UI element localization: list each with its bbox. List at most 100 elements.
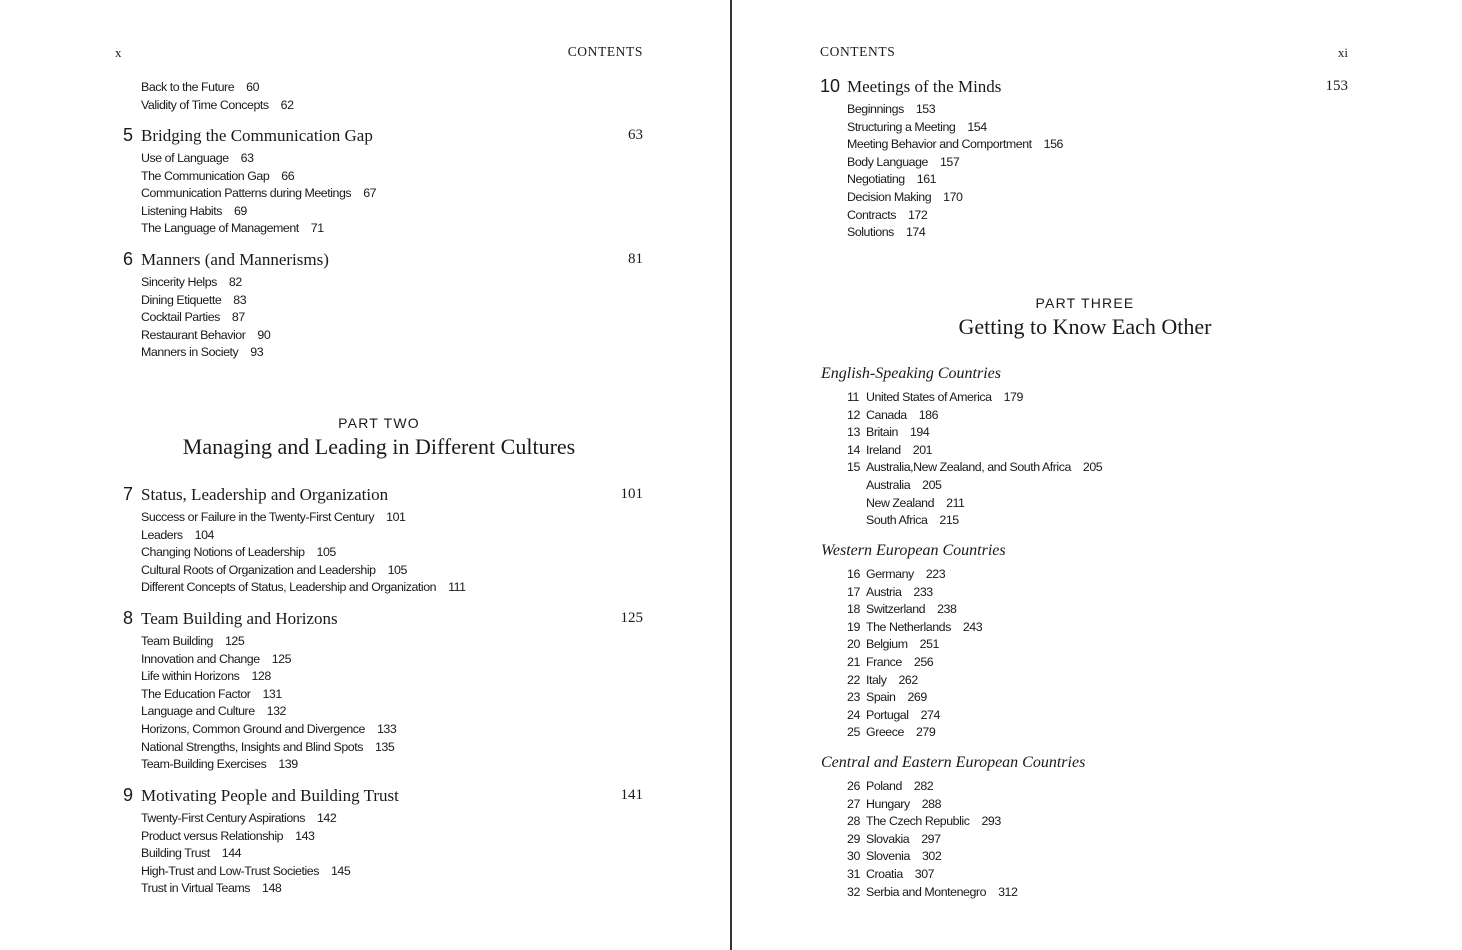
chapter-page: 125 xyxy=(620,610,644,626)
entry-page: 101 xyxy=(386,510,406,524)
country-entry: 31 Croatia 307 xyxy=(847,866,935,884)
entry-number: 29 xyxy=(847,831,860,846)
entry-title: Communication Patterns during Meetings xyxy=(141,186,352,201)
entry-number: 19 xyxy=(847,619,860,634)
entry-number: 20 xyxy=(847,637,860,652)
entry-title: Cocktail Parties xyxy=(141,310,220,325)
entry-page: 153 xyxy=(915,102,936,116)
entry-title: Switzerland xyxy=(866,602,926,617)
entry-number: 16 xyxy=(847,567,860,581)
entry-page: 251 xyxy=(919,637,940,652)
entry-title: Germany xyxy=(866,567,914,581)
entry-title: Croatia xyxy=(866,867,903,881)
entry-page: 157 xyxy=(939,154,960,169)
entry-number: 15 xyxy=(847,460,860,475)
toc-entry: Use of Language 63 xyxy=(141,150,254,168)
toc-entry: Restaurant Behavior 90 xyxy=(141,327,271,345)
entry-page: 67 xyxy=(363,186,377,201)
entry-title: The Netherlands xyxy=(866,619,951,634)
entry-page: 156 xyxy=(1043,137,1064,152)
entry-number: 26 xyxy=(847,779,860,793)
toc-entry: Leaders 104 xyxy=(141,527,214,545)
entry-title: Greece xyxy=(866,725,904,740)
entry-title: Dining Etiquette xyxy=(141,292,222,307)
country-entry: 20 Belgium 251 xyxy=(847,636,939,654)
entry-title: Innovation and Change xyxy=(141,651,260,666)
entry-title: The Czech Republic xyxy=(866,814,970,829)
entry-title: New Zealand xyxy=(866,495,935,510)
entry-number: 22 xyxy=(847,672,860,687)
right-page: CONTENTS xi 10 Meetings of the Minds 153 Begi… xyxy=(732,0,1462,950)
toc-entry: Body Language 157 xyxy=(847,154,960,172)
entry-title: Manners in Society xyxy=(141,345,239,360)
entry-title: Horizons, Common Ground and Divergence xyxy=(141,722,365,736)
page-gutter-divider xyxy=(730,0,732,950)
entry-number: 25 xyxy=(847,725,860,740)
entry-page: 63 xyxy=(240,151,254,165)
toc-entry: Back to the Future 60 xyxy=(141,79,259,97)
country-entry: 32 Serbia and Montenegro 312 xyxy=(847,884,1018,902)
chapter-number: 5 xyxy=(123,125,134,145)
entry-page: 194 xyxy=(909,425,930,440)
toc-entry: Changing Notions of Leadership 105 xyxy=(141,544,336,562)
entry-page: 211 xyxy=(946,495,965,510)
entry-page: 148 xyxy=(262,881,282,896)
chapter-number: 7 xyxy=(123,484,134,504)
entry-number: 23 xyxy=(847,690,860,705)
toc-entry: Dining Etiquette 83 xyxy=(141,292,247,310)
entry-title: Slovenia xyxy=(866,849,910,864)
toc-entry: The Education Factor 131 xyxy=(141,686,282,704)
toc-entry: Life within Horizons 128 xyxy=(141,668,271,686)
toc-entry: Contracts 172 xyxy=(847,207,928,225)
entry-title: Team Building xyxy=(141,634,213,648)
entry-title: The Communication Gap xyxy=(141,168,270,183)
entry-page: 139 xyxy=(278,757,298,772)
entry-page: 135 xyxy=(374,739,395,754)
entry-title: Sincerity Helps xyxy=(141,275,217,289)
toc-entry: Beginnings 153 xyxy=(847,101,936,119)
running-head: CONTENTS xyxy=(820,44,896,59)
entry-number: 21 xyxy=(847,655,860,669)
entry-page: 307 xyxy=(914,867,935,881)
toc-entry: Communication Patterns during Meetings 67 xyxy=(141,185,377,203)
toc-entry: Twenty-First Century Aspirations 142 xyxy=(141,810,337,828)
chapter-page: 153 xyxy=(1325,78,1349,94)
country-entry: 26 Poland 282 xyxy=(847,778,934,796)
country-entry: 28 The Czech Republic 293 xyxy=(847,813,1001,831)
entry-title: Spain xyxy=(866,690,896,705)
toc-entry: Solutions 174 xyxy=(847,224,926,242)
entry-title: The Language of Management xyxy=(141,221,299,236)
entry-page: 274 xyxy=(920,707,941,722)
toc-entry: Different Concepts of Status, Leadership… xyxy=(141,579,466,597)
country-entry: 17 Austria 233 xyxy=(847,584,933,602)
entry-page: 125 xyxy=(224,634,245,648)
country-entry: 25 Greece 279 xyxy=(847,724,936,742)
entry-number: 13 xyxy=(847,425,860,440)
country-entry: 29 Slovakia 297 xyxy=(847,831,941,849)
entry-title: Language and Culture xyxy=(141,704,255,719)
entry-page: 201 xyxy=(912,442,933,457)
entry-title: National Strengths, Insights and Blind S… xyxy=(141,739,363,754)
entry-title: Use of Language xyxy=(141,151,229,165)
entry-title: Meeting Behavior and Comportment xyxy=(847,137,1032,152)
chapter-title: Meetings of the Minds xyxy=(847,77,1002,96)
entry-page: 233 xyxy=(913,584,933,599)
entry-title: Validity of Time Concepts xyxy=(141,97,269,112)
entry-title: Product versus Relationship xyxy=(141,828,284,843)
entry-page: 262 xyxy=(898,672,918,687)
entry-title: Decision Making xyxy=(847,190,932,204)
entry-page: 125 xyxy=(271,651,292,666)
entry-number: 11 xyxy=(847,390,859,404)
entry-page: 144 xyxy=(221,846,242,861)
country-entry: 12 Canada 186 xyxy=(847,407,939,425)
country-entry: 19 The Netherlands 243 xyxy=(847,619,983,637)
country-entry: New Zealand 211 xyxy=(866,495,965,513)
toc-entry: Cultural Roots of Organization and Leade… xyxy=(141,562,407,580)
entry-title: Poland xyxy=(866,779,902,793)
entry-title: Building Trust xyxy=(141,846,210,861)
entry-page: 215 xyxy=(939,513,959,528)
toc-entry: Decision Making 170 xyxy=(847,189,963,207)
entry-page: 186 xyxy=(918,407,939,422)
toc-entry: Trust in Virtual Teams 148 xyxy=(141,880,282,898)
chapter-title: Manners (and Mannerisms) xyxy=(141,250,329,269)
